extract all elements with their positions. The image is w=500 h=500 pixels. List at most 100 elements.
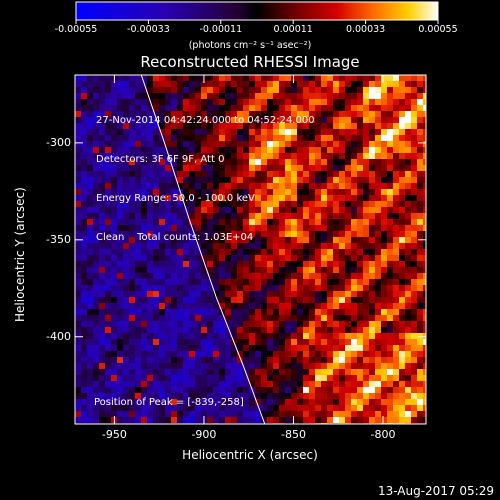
heatmap-cell <box>189 75 195 81</box>
heatmap-cell <box>243 381 249 387</box>
heatmap-cell <box>423 333 426 339</box>
heatmap-cell <box>183 327 189 333</box>
heatmap-cell <box>207 417 213 423</box>
heatmap-cell <box>159 333 165 339</box>
heatmap-cell <box>183 201 189 207</box>
heatmap-cell <box>99 87 105 93</box>
heatmap-cell <box>357 285 363 291</box>
heatmap-cell <box>291 261 297 267</box>
heatmap-cell <box>171 159 177 165</box>
heatmap-cell <box>249 129 255 135</box>
heatmap-cell <box>123 249 129 255</box>
heatmap-cell <box>243 195 249 201</box>
heatmap-cell <box>279 177 285 183</box>
heatmap-cell <box>273 321 279 327</box>
heatmap-cell <box>339 297 345 303</box>
heatmap-cell <box>141 111 147 117</box>
heatmap-cell <box>243 297 249 303</box>
heatmap-cell <box>297 417 303 423</box>
heatmap-cell <box>291 231 297 237</box>
heatmap-cell <box>189 153 195 159</box>
heatmap-cell <box>387 399 393 405</box>
heatmap-cell <box>189 147 195 153</box>
heatmap-cell <box>327 369 333 375</box>
heatmap-cell <box>93 129 99 135</box>
heatmap-cell <box>183 171 189 177</box>
heatmap-cell <box>165 291 171 297</box>
heatmap-cell <box>357 411 363 417</box>
heatmap-cell <box>201 207 207 213</box>
heatmap-cell <box>369 123 375 129</box>
heatmap-cell <box>81 321 87 327</box>
heatmap-cell <box>351 369 357 375</box>
heatmap-cell <box>129 357 135 363</box>
heatmap-cell <box>171 237 177 243</box>
heatmap-cell <box>117 357 123 363</box>
heatmap-cell <box>291 93 297 99</box>
heatmap-cell <box>219 81 225 87</box>
heatmap-cell <box>219 327 225 333</box>
heatmap-cell <box>321 183 327 189</box>
heatmap-cell <box>177 285 183 291</box>
heatmap-cell <box>333 111 339 117</box>
heatmap-cell <box>333 309 339 315</box>
heatmap-cell <box>387 87 393 93</box>
heatmap-cell <box>129 345 135 351</box>
heatmap-cell <box>81 363 87 369</box>
heatmap-cell <box>255 267 261 273</box>
heatmap-cell <box>369 195 375 201</box>
heatmap-cell <box>357 105 363 111</box>
heatmap-cell <box>159 129 165 135</box>
heatmap-cell <box>105 405 111 411</box>
heatmap-cell <box>393 345 399 351</box>
heatmap-cell <box>381 291 387 297</box>
heatmap-cell <box>207 177 213 183</box>
heatmap-cell <box>123 405 129 411</box>
heatmap-cell <box>399 357 405 363</box>
heatmap-cell <box>75 369 81 375</box>
heatmap-cell <box>195 345 201 351</box>
heatmap-cell <box>339 357 345 363</box>
heatmap-cell <box>111 249 117 255</box>
heatmap-cell <box>357 315 363 321</box>
heatmap-cell <box>273 111 279 117</box>
heatmap-cell <box>147 87 153 93</box>
heatmap-cell <box>285 87 291 93</box>
heatmap-cell <box>93 183 99 189</box>
heatmap-cell <box>405 165 411 171</box>
heatmap-cell <box>87 111 93 117</box>
heatmap-cell <box>327 255 333 261</box>
heatmap-cell <box>327 243 333 249</box>
heatmap-cell <box>285 327 291 333</box>
heatmap-cell <box>183 111 189 117</box>
heatmap-cell <box>291 381 297 387</box>
heatmap-cell <box>405 231 411 237</box>
heatmap-cell <box>315 195 321 201</box>
heatmap-cell <box>231 315 237 321</box>
heatmap-cell <box>159 159 165 165</box>
heatmap-cell <box>291 237 297 243</box>
heatmap-cell <box>81 273 87 279</box>
heatmap-cell <box>177 237 183 243</box>
heatmap-cell <box>405 399 411 405</box>
heatmap-cell <box>285 285 291 291</box>
heatmap-cell <box>363 99 369 105</box>
heatmap-cell <box>291 225 297 231</box>
heatmap-cell <box>201 333 207 339</box>
heatmap-cell <box>237 141 243 147</box>
heatmap-cell <box>417 357 423 363</box>
time-range-text: 27-Nov-2014 04:42:24.000 to 04:52:24.000 <box>96 115 315 126</box>
heatmap-cell <box>237 147 243 153</box>
heatmap-cell <box>195 255 201 261</box>
heatmap-cell <box>231 195 237 201</box>
heatmap-cell <box>165 315 171 321</box>
heatmap-cell <box>321 213 327 219</box>
heatmap-cell <box>219 225 225 231</box>
heatmap-cell <box>213 129 219 135</box>
colorbar-tick-label: 0.00055 <box>418 24 458 35</box>
heatmap-cell <box>405 321 411 327</box>
heatmap-cell <box>339 405 345 411</box>
heatmap-cell <box>249 309 255 315</box>
heatmap-cell <box>99 237 105 243</box>
heatmap-cell <box>117 135 123 141</box>
